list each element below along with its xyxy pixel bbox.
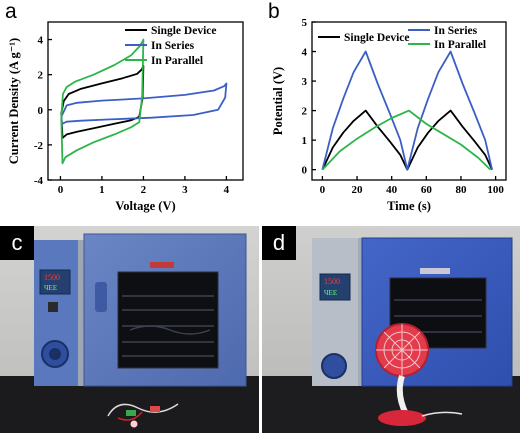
x-tick-label: 100 — [487, 184, 504, 196]
photo-c-oven-series: 1500 ЧЕЕ c — [0, 226, 259, 433]
legend-entry: Single Device — [151, 25, 216, 37]
chart-b-charge-discharge: 0 20 40 60 80 100 0 1 2 3 4 5 Time (s) Potential (V) S… — [271, 17, 507, 213]
y-tick-label: -4 — [34, 175, 44, 187]
x-tick-label: 80 — [455, 184, 467, 196]
y-tick-label: 3 — [302, 76, 308, 88]
photo-d-scene: 1500 ЧЕЕ — [262, 226, 520, 433]
y-axis-label: Potential (V) — [271, 67, 285, 135]
y-tick-label: 0 — [38, 105, 44, 117]
panel-label-b: b — [268, 0, 280, 23]
y-tick-label: 2 — [302, 106, 308, 118]
oven-c-badge — [150, 262, 174, 268]
x-tick-label: 4 — [224, 184, 230, 196]
oven-d-display-bottom: ЧЕЕ — [324, 289, 337, 297]
legend-entry: Single Device — [344, 32, 409, 44]
y-axis-label: Current Density (A g⁻¹) — [7, 38, 21, 164]
y-tick-label: 1 — [302, 135, 308, 147]
oven-c-display-top: 1500 — [44, 273, 60, 282]
panel-label-d: d — [262, 226, 296, 260]
plot-frame — [311, 21, 507, 181]
series-line-in-series — [321, 50, 493, 171]
x-tick-label: 2 — [141, 184, 147, 196]
x-tick-label: 3 — [182, 184, 188, 196]
panel-label-c: c — [0, 226, 34, 260]
legend-entry: In Parallel — [151, 55, 203, 67]
chart-a-cv-curves: 0 1 2 3 4 -4 -2 0 2 4 Voltage (V) Current Density (… — [7, 21, 244, 213]
series-line-in-series — [60, 82, 228, 125]
y-tick-label: 2 — [38, 70, 44, 82]
x-tick-label: 40 — [386, 184, 398, 196]
photo-d-oven-fan: 1500 ЧЕЕ d — [262, 226, 520, 433]
y-tick-label: 4 — [38, 35, 44, 47]
oven-c-display-bottom: ЧЕЕ — [44, 284, 57, 292]
y-tick-label: -2 — [34, 140, 44, 152]
photo-c-scene: 1500 ЧЕЕ — [0, 226, 259, 433]
oven-d-display-top: 1500 — [324, 277, 340, 286]
x-tick-label: 20 — [352, 184, 364, 196]
x-axis-label: Voltage (V) — [115, 199, 175, 213]
series-line-single-device — [321, 109, 493, 171]
y-tick-label: 0 — [302, 165, 308, 177]
photo-d-red-fan — [375, 323, 463, 426]
plot-frame — [47, 21, 244, 181]
legend-entry: In Parallel — [434, 39, 486, 51]
x-tick-label: 0 — [58, 184, 64, 196]
y-tick-label: 4 — [302, 47, 308, 59]
y-tick-label: 5 — [302, 17, 308, 29]
x-tick-label: 60 — [421, 184, 433, 196]
legend-entry: In Series — [434, 25, 478, 37]
panel-label-a: a — [5, 0, 17, 23]
x-axis-label: Time (s) — [387, 199, 431, 213]
legend-entry: In Series — [151, 40, 195, 52]
x-tick-label: 0 — [320, 184, 326, 196]
series-line-in-parallel — [321, 109, 492, 171]
series-line-in-parallel — [60, 38, 145, 165]
oven-c-shelves — [122, 295, 214, 357]
photo-c-supercapacitor-leds — [107, 403, 179, 428]
x-tick-label: 1 — [99, 184, 105, 196]
